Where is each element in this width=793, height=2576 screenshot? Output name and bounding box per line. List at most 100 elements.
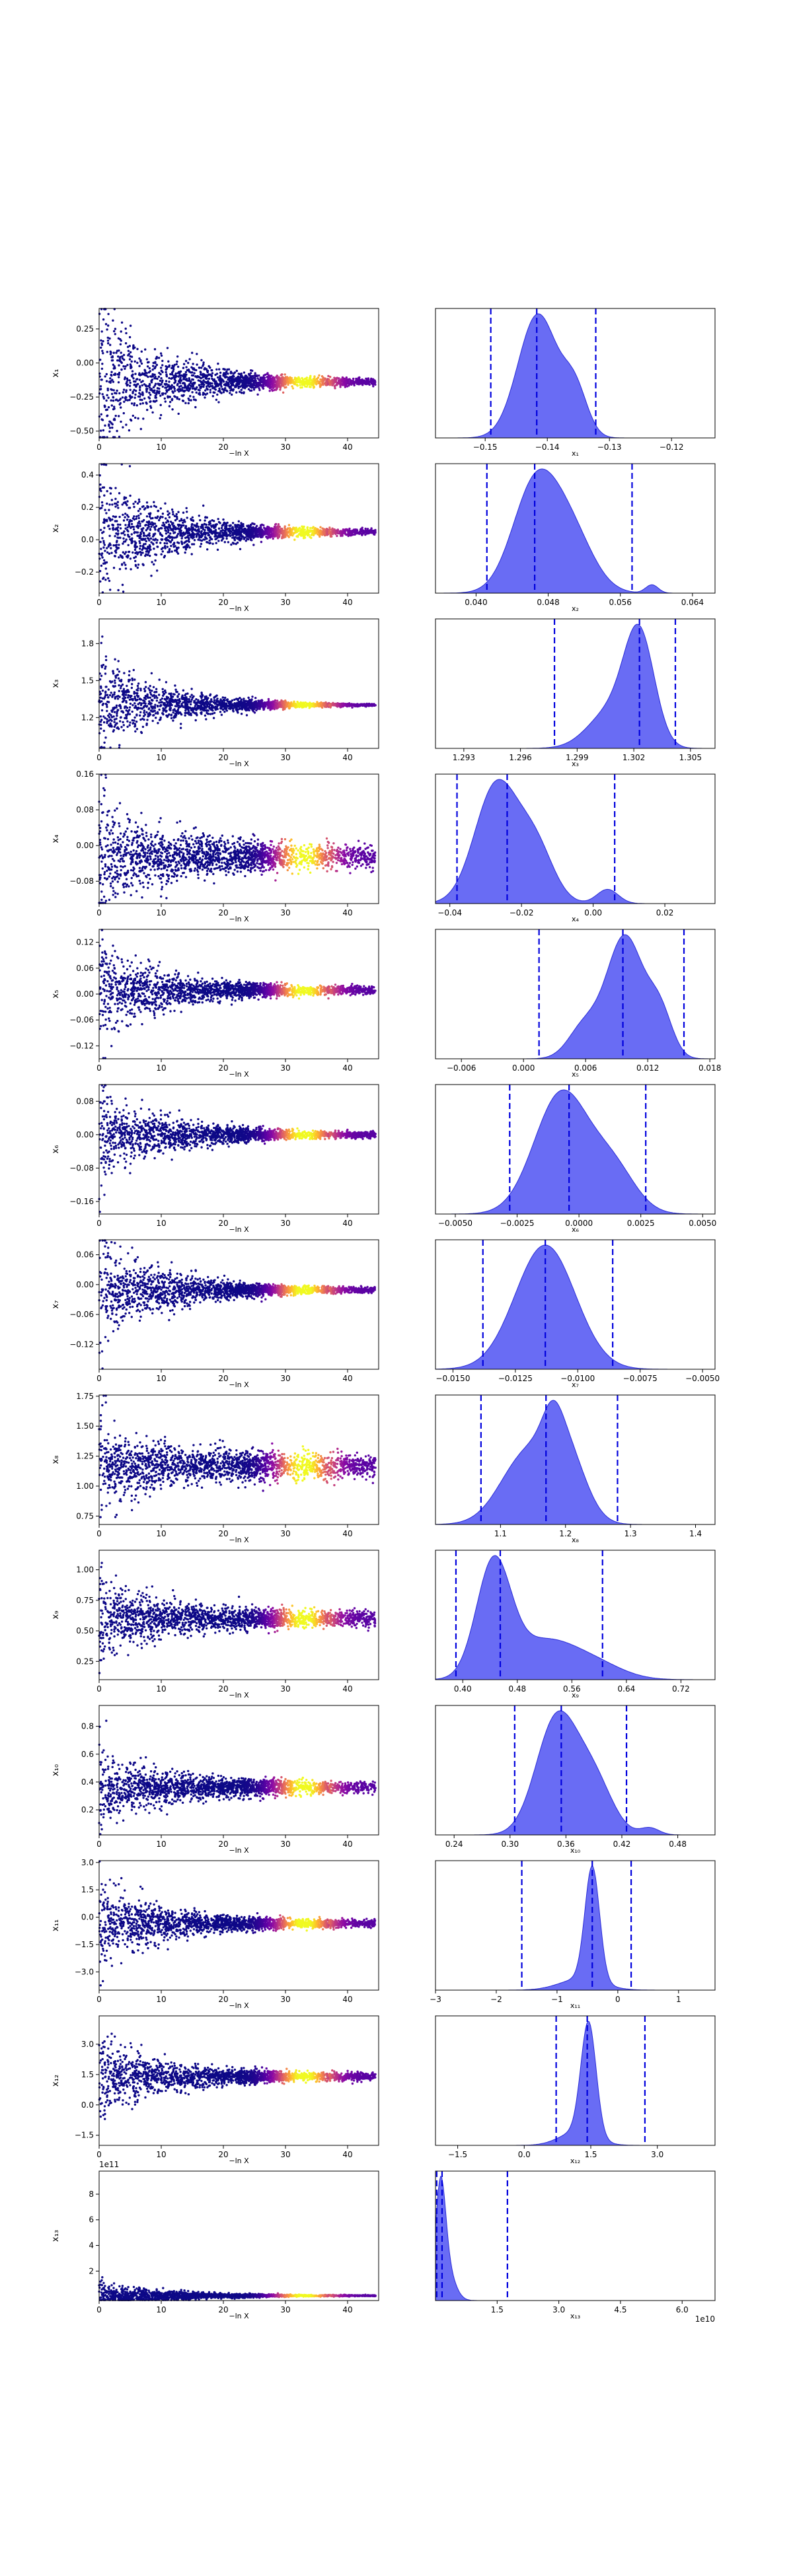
trace-point bbox=[156, 569, 159, 572]
trace-point bbox=[110, 399, 112, 402]
trace-point bbox=[163, 555, 167, 557]
trace-point bbox=[120, 321, 124, 324]
trace-point bbox=[106, 502, 108, 505]
trace-point bbox=[305, 376, 309, 379]
trace-point bbox=[273, 378, 276, 381]
trace-point bbox=[112, 524, 114, 526]
trace-point bbox=[289, 528, 291, 531]
trace-point bbox=[307, 380, 309, 382]
trace-point bbox=[209, 537, 212, 540]
trace-point bbox=[366, 529, 369, 532]
trace-point bbox=[235, 391, 238, 394]
trace-point bbox=[186, 379, 188, 382]
trace-point bbox=[102, 577, 104, 580]
trace-point bbox=[143, 508, 146, 511]
trace-point bbox=[132, 503, 135, 505]
trace-point bbox=[176, 551, 178, 554]
trace-point bbox=[100, 378, 103, 381]
trace-point bbox=[174, 528, 177, 530]
trace-point bbox=[120, 726, 123, 729]
trace-point bbox=[141, 398, 143, 402]
trace-point bbox=[319, 535, 321, 538]
trace-point bbox=[348, 378, 351, 381]
trace-point bbox=[239, 548, 242, 550]
trace-point bbox=[190, 374, 194, 376]
trace-point bbox=[103, 494, 106, 497]
trace-point bbox=[116, 373, 119, 376]
trace-point bbox=[173, 387, 176, 390]
trace-point bbox=[190, 535, 193, 538]
trace-point bbox=[115, 532, 118, 535]
trace-point bbox=[150, 505, 153, 508]
trace-point bbox=[135, 720, 138, 723]
trace-point bbox=[175, 363, 178, 366]
trace-point bbox=[161, 534, 164, 538]
trace-point bbox=[138, 378, 141, 381]
trace-point bbox=[217, 540, 220, 542]
trace-point bbox=[138, 357, 141, 360]
trace-point bbox=[313, 530, 317, 532]
trace-point bbox=[159, 352, 163, 355]
trace-point bbox=[165, 383, 168, 386]
trace-point bbox=[367, 532, 369, 534]
trace-point bbox=[180, 537, 183, 540]
trace-point bbox=[211, 382, 213, 385]
trace-point bbox=[188, 546, 191, 549]
trace-point bbox=[234, 386, 237, 388]
trace-point bbox=[170, 388, 172, 390]
trace-point bbox=[357, 378, 359, 381]
trace-point bbox=[148, 713, 151, 715]
trace-point bbox=[168, 364, 170, 367]
trace-point bbox=[125, 538, 128, 541]
trace-point bbox=[108, 427, 112, 429]
trace-point bbox=[126, 519, 129, 521]
trace-point bbox=[212, 701, 215, 704]
trace-point bbox=[249, 533, 252, 536]
trace-point bbox=[122, 353, 126, 357]
trace-point bbox=[136, 698, 139, 701]
trace-point bbox=[229, 532, 231, 535]
trace-point bbox=[151, 411, 154, 414]
trace-point bbox=[208, 523, 211, 526]
trace-point bbox=[223, 373, 226, 376]
trace-point bbox=[217, 527, 221, 530]
trace-point bbox=[238, 383, 241, 386]
trace-point bbox=[154, 553, 157, 556]
trace-point bbox=[206, 370, 209, 373]
trace-point bbox=[115, 351, 118, 354]
trace-point bbox=[196, 522, 198, 525]
trace-point bbox=[319, 380, 321, 383]
trace-point bbox=[323, 534, 326, 537]
trace-point bbox=[268, 386, 272, 388]
trace-point bbox=[139, 547, 141, 550]
trace-point bbox=[145, 401, 147, 404]
trace-point bbox=[120, 420, 122, 423]
trace-point bbox=[133, 505, 135, 509]
trace-point bbox=[233, 530, 236, 533]
trace-point bbox=[252, 380, 255, 382]
trace-point bbox=[209, 388, 211, 391]
trace-point bbox=[118, 357, 122, 359]
trace-ytick-label: −0.2 bbox=[75, 567, 94, 577]
trace-point bbox=[184, 384, 187, 388]
trace-point bbox=[108, 528, 111, 530]
trace-point bbox=[147, 554, 149, 556]
trace-point bbox=[192, 387, 194, 390]
trace-point bbox=[303, 378, 306, 380]
trace-point bbox=[255, 709, 258, 712]
trace-point bbox=[163, 542, 166, 545]
trace-point bbox=[225, 709, 229, 712]
trace-point bbox=[319, 526, 322, 528]
trace-point bbox=[114, 682, 116, 684]
trace-point bbox=[350, 380, 353, 384]
trace-point bbox=[209, 529, 212, 532]
trace-point bbox=[166, 366, 169, 369]
trace-point bbox=[236, 524, 239, 526]
trace-point bbox=[161, 381, 163, 384]
trace-point bbox=[351, 530, 354, 532]
trace-point bbox=[153, 389, 156, 392]
trace-point bbox=[269, 536, 272, 539]
trace-point bbox=[164, 547, 167, 550]
trace-point bbox=[109, 343, 112, 346]
